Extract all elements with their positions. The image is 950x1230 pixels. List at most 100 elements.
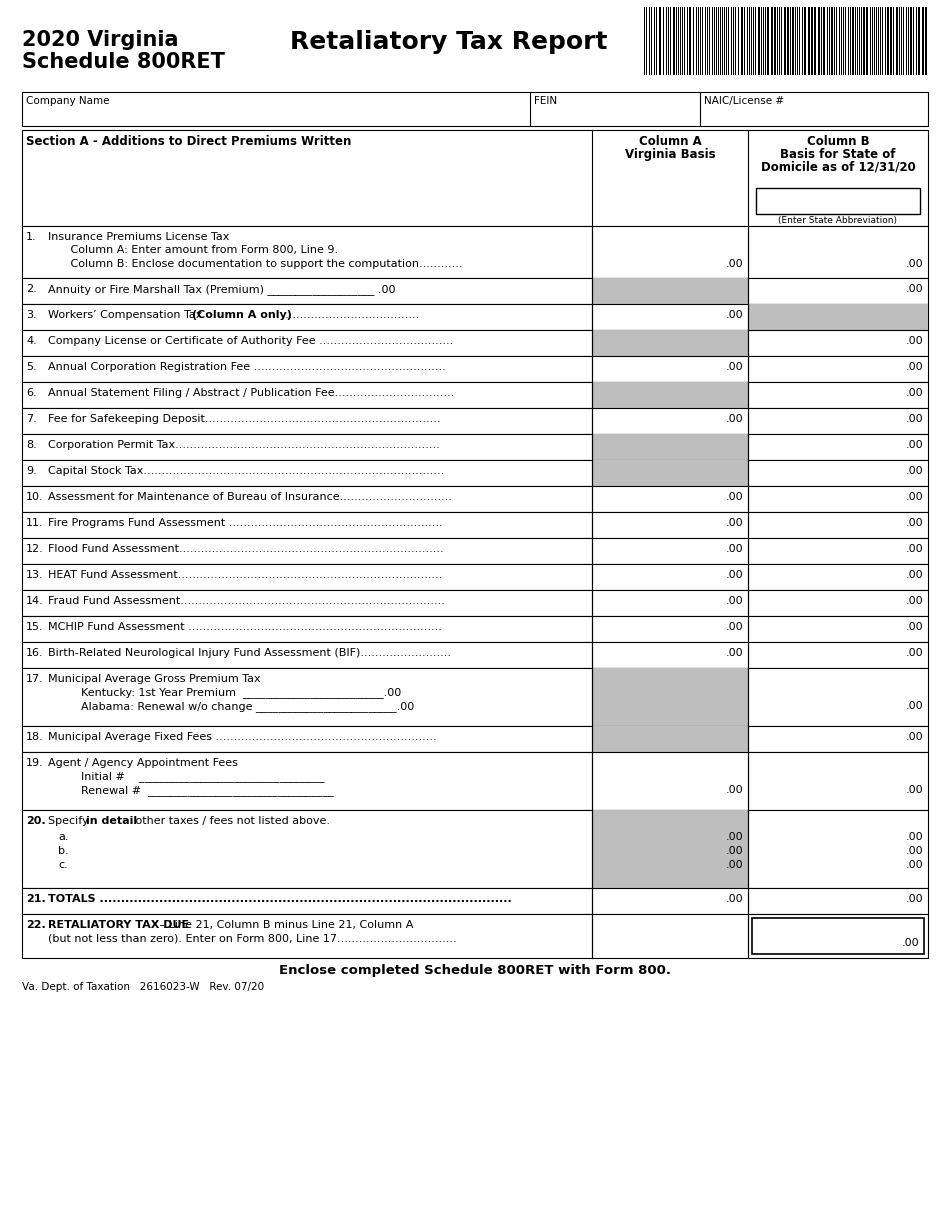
Text: .00: .00 — [905, 260, 923, 269]
Bar — [718, 7, 719, 75]
Text: .00: .00 — [905, 440, 923, 450]
Bar — [656, 7, 657, 75]
Text: in detail: in detail — [86, 815, 137, 827]
Text: .00: .00 — [905, 648, 923, 658]
Bar — [908, 7, 909, 75]
Bar — [821, 7, 822, 75]
Bar — [22, 616, 928, 642]
Bar — [22, 642, 928, 668]
Text: 16.: 16. — [26, 648, 44, 658]
Text: .00: .00 — [726, 518, 743, 528]
Text: 2.: 2. — [26, 284, 37, 294]
Text: Fraud Fund Assessment...........................................................: Fraud Fund Assessment...................… — [48, 597, 445, 606]
Bar — [758, 7, 760, 75]
Text: .00: .00 — [905, 846, 923, 856]
Bar — [728, 7, 729, 75]
Bar — [765, 7, 766, 75]
Text: Kentucky: 1st Year Premium  _________________________.00: Kentucky: 1st Year Premium _____________… — [60, 688, 401, 699]
Text: .00: .00 — [905, 466, 923, 476]
Bar — [843, 7, 844, 75]
Text: .00: .00 — [905, 860, 923, 870]
Bar — [771, 7, 773, 75]
Bar — [814, 7, 816, 75]
Bar — [763, 7, 764, 75]
Bar — [876, 7, 877, 75]
Bar — [689, 7, 691, 75]
Text: .00: .00 — [726, 833, 743, 843]
Text: 3.: 3. — [26, 310, 37, 320]
Bar — [906, 7, 907, 75]
Text: 8.: 8. — [26, 440, 37, 450]
Text: Insurance Premiums License Tax: Insurance Premiums License Tax — [48, 232, 229, 242]
Bar — [823, 7, 825, 75]
Bar — [903, 7, 904, 75]
Text: Workers’ Compensation Tax: Workers’ Compensation Tax — [48, 310, 206, 320]
Bar — [748, 304, 928, 330]
Bar — [751, 7, 752, 75]
Bar — [592, 726, 748, 752]
Bar — [922, 7, 924, 75]
Bar — [22, 330, 928, 355]
Text: Column B: Column B — [807, 135, 869, 148]
Bar — [756, 188, 920, 214]
Bar — [22, 460, 928, 486]
Text: .00: .00 — [905, 732, 923, 742]
Bar — [707, 7, 708, 75]
Text: .00: .00 — [726, 260, 743, 269]
Bar — [918, 7, 920, 75]
Bar — [722, 7, 723, 75]
Bar — [774, 7, 776, 75]
Bar — [22, 408, 928, 434]
Bar — [714, 7, 715, 75]
Bar — [841, 7, 842, 75]
Text: (Column A only): (Column A only) — [192, 310, 292, 320]
Text: Section A - Additions to Direct Premiums Written: Section A - Additions to Direct Premiums… — [26, 135, 351, 148]
Bar — [761, 7, 762, 75]
Text: .00: .00 — [905, 415, 923, 424]
Text: .00: .00 — [726, 894, 743, 904]
Text: 10.: 10. — [26, 492, 44, 502]
Bar — [676, 7, 677, 75]
Text: .00: .00 — [726, 648, 743, 658]
Bar — [831, 7, 833, 75]
Bar — [712, 7, 713, 75]
Bar — [22, 226, 928, 278]
Text: .00: .00 — [726, 597, 743, 606]
Text: TOTALS .........................................................................: TOTALS .................................… — [48, 894, 512, 904]
Text: Agent / Agency Appointment Fees: Agent / Agency Appointment Fees — [48, 758, 238, 768]
Bar — [818, 7, 820, 75]
Text: b.: b. — [58, 846, 68, 856]
Bar — [855, 7, 856, 75]
Bar — [913, 7, 914, 75]
Bar — [22, 888, 928, 914]
Bar — [848, 7, 849, 75]
Bar — [795, 7, 796, 75]
Bar — [22, 512, 928, 538]
Text: a.: a. — [58, 833, 68, 843]
Bar — [870, 7, 871, 75]
Text: Enclose completed Schedule 800RET with Form 800.: Enclose completed Schedule 800RET with F… — [279, 964, 671, 977]
Bar — [22, 278, 928, 304]
Text: Birth-Related Neurological Injury Fund Assessment (BIF).........................: Birth-Related Neurological Injury Fund A… — [48, 648, 451, 658]
Bar — [666, 7, 667, 75]
Text: – Line 21, Column B minus Line 21, Column A: – Line 21, Column B minus Line 21, Colum… — [156, 920, 413, 930]
Bar — [705, 7, 706, 75]
Bar — [779, 7, 780, 75]
Bar — [753, 7, 754, 75]
Bar — [668, 7, 669, 75]
Text: .00: .00 — [905, 833, 923, 843]
Text: (but not less than zero). Enter on Form 800, Line 17............................: (but not less than zero). Enter on Form … — [48, 934, 457, 943]
Bar — [863, 7, 865, 75]
Bar — [22, 538, 928, 565]
Bar — [887, 7, 889, 75]
Text: .00: .00 — [905, 622, 923, 632]
Bar — [901, 7, 902, 75]
Bar — [22, 383, 928, 408]
Text: 9.: 9. — [26, 466, 37, 476]
Bar — [859, 7, 860, 75]
Bar — [696, 7, 697, 75]
Text: Flood Fund Assessment...........................................................: Flood Fund Assessment...................… — [48, 544, 444, 554]
Text: 13.: 13. — [26, 569, 44, 581]
Text: ......................................: ...................................... — [278, 310, 419, 320]
Bar — [880, 7, 881, 75]
